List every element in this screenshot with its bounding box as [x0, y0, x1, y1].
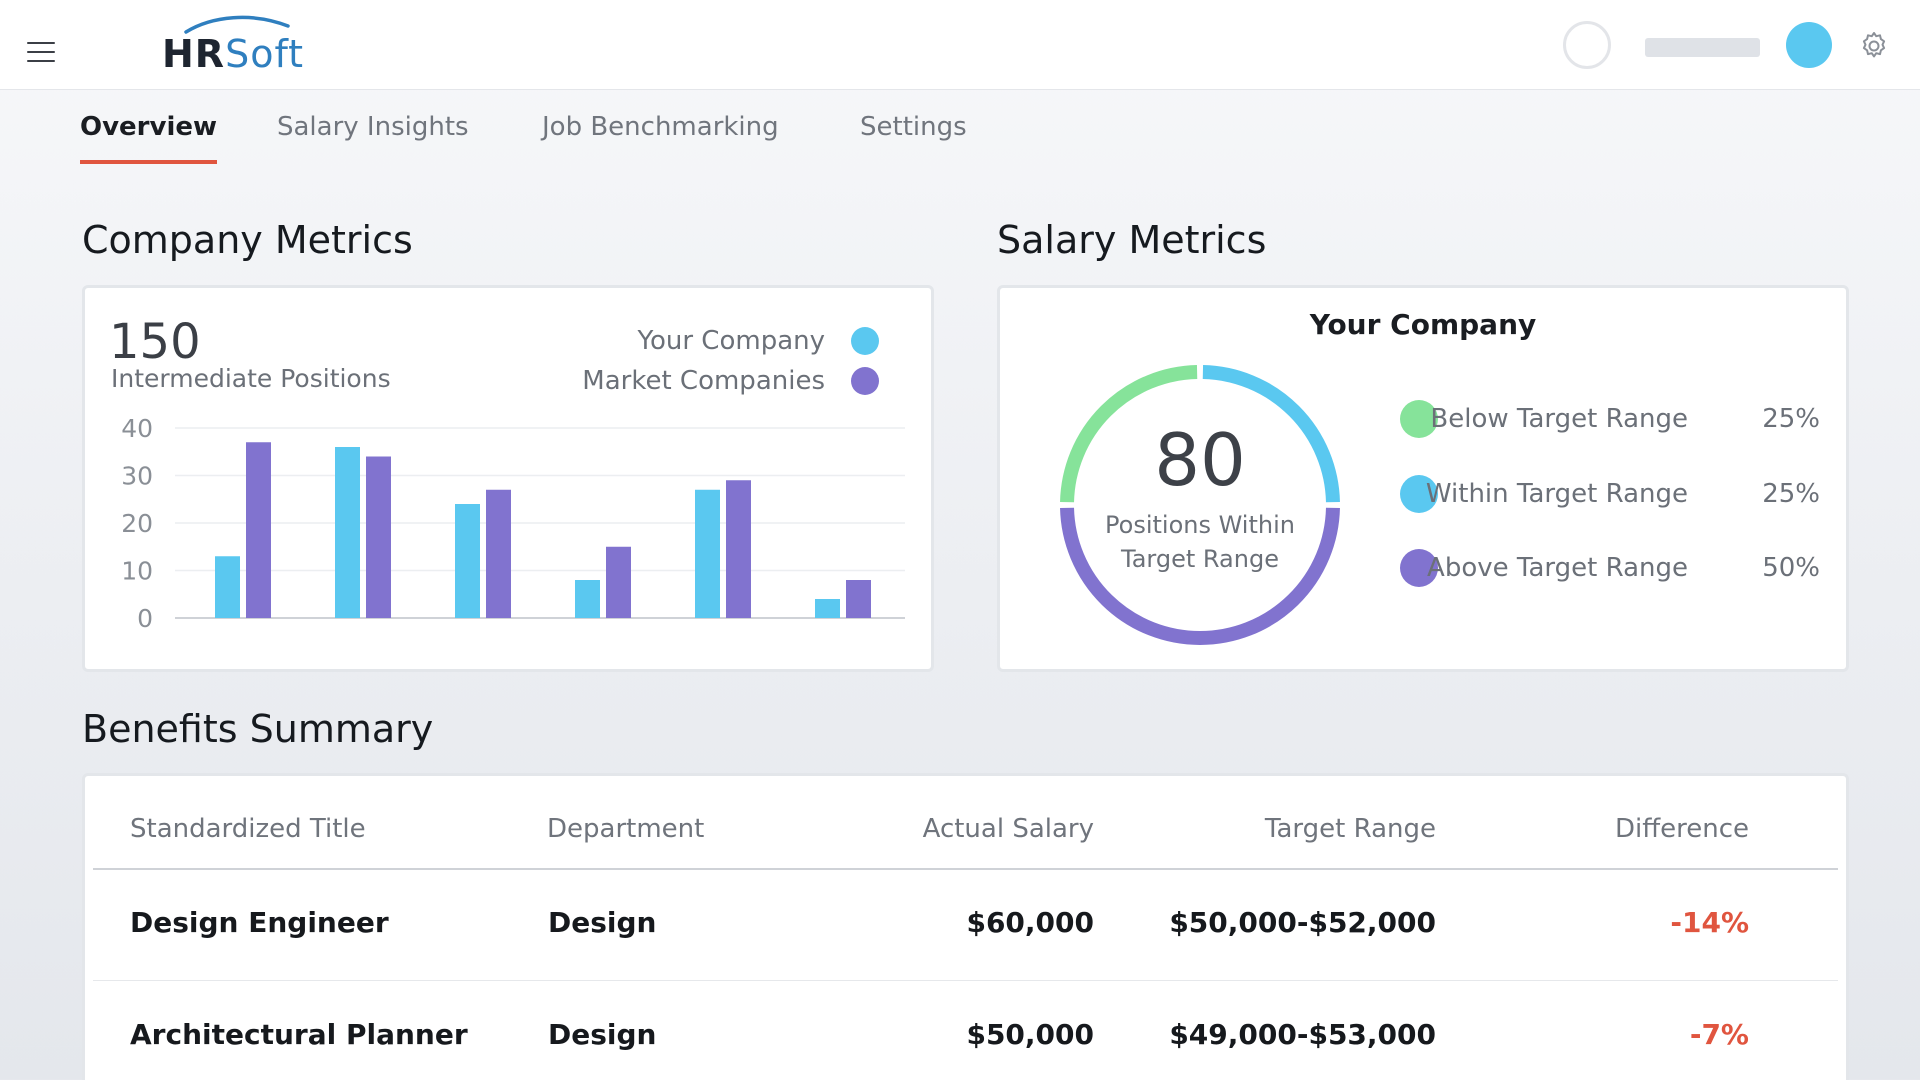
legend-your-company-label: Your Company: [637, 326, 825, 356]
row-1-department: Design: [548, 906, 657, 939]
top-bar: HRSoft: [0, 0, 1920, 90]
bar-market-companies[interactable]: [606, 546, 631, 618]
range-within-percent: 25%: [1762, 479, 1820, 509]
tab-salary-insights[interactable]: Salary Insights: [277, 112, 469, 142]
benefits-summary-title: Benefits Summary: [82, 707, 434, 751]
tab-overview[interactable]: Overview: [80, 112, 218, 164]
row-2-difference: -7%: [1689, 1018, 1749, 1051]
row-2-salary: $50,000: [966, 1018, 1094, 1051]
bar-your-company[interactable]: [575, 580, 600, 618]
row-1-difference: -14%: [1670, 906, 1749, 939]
logo-soft: Soft: [225, 32, 305, 76]
y-tick-label: 20: [121, 509, 153, 538]
bar-your-company[interactable]: [695, 489, 720, 618]
bar-market-companies[interactable]: [366, 456, 391, 619]
y-tick-label: 0: [137, 604, 153, 628]
legend-market-companies-swatch: [851, 367, 879, 395]
donut-center-caption: Positions Within Target Range: [1055, 508, 1345, 576]
bar-your-company[interactable]: [215, 556, 240, 618]
row-2-title: Architectural Planner: [130, 1018, 468, 1051]
logo-text: HRSoft: [162, 32, 304, 76]
bar-market-companies[interactable]: [246, 442, 271, 618]
donut-segment-within[interactable]: [1202, 365, 1340, 503]
bar-market-companies[interactable]: [486, 489, 511, 618]
range-above-label: Above Target Range: [1427, 553, 1688, 583]
row-divider: [93, 980, 1838, 981]
gear-icon[interactable]: [1858, 30, 1890, 62]
donut-caption-line1: Positions Within: [1105, 511, 1295, 539]
row-1-range: $50,000-$52,000: [1169, 906, 1436, 939]
bar-market-companies[interactable]: [726, 480, 751, 618]
range-above-swatch: [1400, 549, 1438, 587]
logo-swoosh-icon: [184, 15, 290, 34]
header-divider: [93, 868, 1838, 870]
row-1-title: Design Engineer: [130, 906, 389, 939]
y-tick-label: 10: [121, 557, 153, 586]
row-2-department: Design: [548, 1018, 657, 1051]
column-header-target-range[interactable]: Target Range: [1264, 814, 1436, 844]
bar-your-company[interactable]: [455, 504, 480, 618]
positions-label: Intermediate Positions: [111, 364, 391, 393]
benefits-table: Standardized Title Department Actual Sal…: [82, 773, 1849, 1080]
column-header-difference[interactable]: Difference: [1614, 814, 1749, 844]
donut-segment-below[interactable]: [1060, 365, 1198, 503]
range-below: Below Target Range 25%: [1400, 398, 1820, 438]
username-placeholder: [1645, 38, 1760, 57]
tab-settings[interactable]: Settings: [860, 112, 967, 142]
column-header-actual-salary[interactable]: Actual Salary: [922, 814, 1094, 844]
column-header-title[interactable]: Standardized Title: [130, 814, 366, 844]
legend-your-company: Your Company: [638, 326, 879, 356]
range-within-label: Within Target Range: [1425, 479, 1688, 509]
logo[interactable]: HRSoft: [160, 14, 310, 76]
avatar[interactable]: [1786, 22, 1832, 68]
bar-your-company[interactable]: [815, 599, 840, 618]
bar-market-companies[interactable]: [846, 580, 871, 618]
bar-your-company[interactable]: [335, 447, 360, 618]
range-below-label: Below Target Range: [1430, 404, 1688, 434]
donut-segment-above[interactable]: [1060, 507, 1340, 645]
hamburger-icon[interactable]: [27, 42, 57, 62]
range-above-percent: 50%: [1762, 553, 1820, 583]
range-above: Above Target Range 50%: [1400, 547, 1820, 587]
legend-market-companies-label: Market Companies: [582, 366, 825, 396]
range-within-swatch: [1400, 475, 1438, 513]
salary-metrics-heading: Your Company: [1309, 308, 1537, 341]
salary-metrics-card: Your Company 80 Positions Within Target …: [997, 285, 1849, 672]
company-metrics-card: 150 Intermediate Positions Your Company …: [82, 285, 934, 672]
company-metrics-title: Company Metrics: [82, 218, 413, 262]
donut-center-value: 80: [1154, 418, 1246, 502]
range-within: Within Target Range 25%: [1400, 473, 1820, 513]
tab-job-benchmarking[interactable]: Job Benchmarking: [542, 112, 779, 142]
range-below-swatch: [1400, 400, 1438, 438]
row-2-range: $49,000-$53,000: [1169, 1018, 1436, 1051]
bar-chart: 0 10 20 30 40: [121, 418, 905, 628]
y-tick-label: 40: [121, 418, 153, 443]
donut-chart: [1060, 365, 1340, 645]
notification-placeholder[interactable]: [1563, 21, 1611, 69]
logo-hr: HR: [162, 32, 226, 76]
row-1-salary: $60,000: [966, 906, 1094, 939]
range-below-percent: 25%: [1762, 404, 1820, 434]
legend-your-company-swatch: [851, 327, 879, 355]
legend-market-companies: Market Companies: [582, 366, 879, 396]
donut-caption-line2: Target Range: [1121, 545, 1279, 573]
salary-metrics-title: Salary Metrics: [997, 218, 1267, 262]
column-header-department[interactable]: Department: [547, 814, 705, 844]
positions-count: 150: [109, 314, 201, 370]
y-tick-label: 30: [121, 462, 153, 491]
